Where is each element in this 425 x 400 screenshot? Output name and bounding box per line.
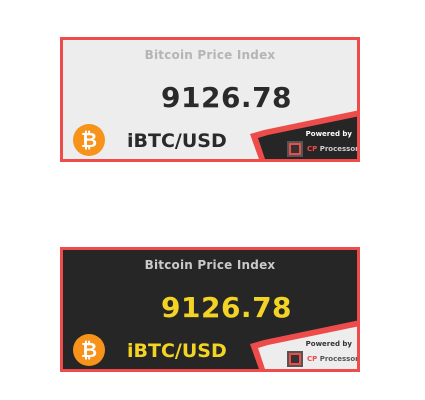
- powered-by-label: Powered by: [305, 340, 352, 348]
- brand-name[interactable]: CP Processor: [307, 355, 359, 363]
- cp-processor-logo-icon[interactable]: [287, 351, 303, 367]
- brand-processor: Processor: [319, 355, 359, 363]
- widget-title: Bitcoin Price Index: [144, 48, 276, 62]
- brand-cp: CP: [307, 145, 318, 153]
- bitcoin-widget-dark[interactable]: Bitcoin Price Index 9126.78 ₿ iBTC/USD P…: [60, 247, 360, 372]
- currency-pair: iBTC/USD: [127, 340, 227, 362]
- brand-cp: CP: [307, 355, 318, 363]
- price-value: 9126.78: [161, 291, 293, 324]
- brand-name[interactable]: CP Processor: [307, 145, 359, 153]
- bitcoin-icon: ₿: [73, 334, 105, 366]
- corner-decoration: [250, 320, 357, 369]
- bitcoin-widget-light[interactable]: Bitcoin Price Index 9126.78 ₿ iBTC/USD P…: [60, 37, 360, 162]
- corner-decoration: [250, 110, 357, 159]
- powered-by-label: Powered by: [305, 130, 352, 138]
- currency-pair: iBTC/USD: [127, 130, 227, 152]
- cp-processor-logo-icon[interactable]: [287, 141, 303, 157]
- bitcoin-icon: ₿: [73, 124, 105, 156]
- price-value: 9126.78: [161, 81, 293, 114]
- widget-title: Bitcoin Price Index: [144, 258, 276, 272]
- brand-processor: Processor: [319, 145, 359, 153]
